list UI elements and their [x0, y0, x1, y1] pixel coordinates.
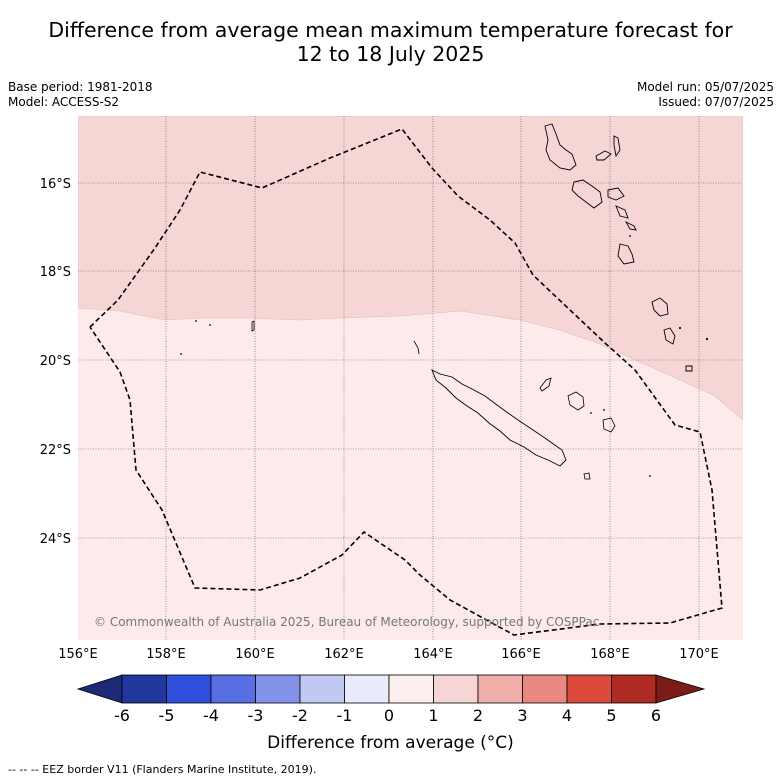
colorbar-bin [121, 674, 167, 704]
model-name: Model: ACCESS-S2 [8, 95, 120, 109]
colorbar-tick-labels: -6 -5 -4 -3 -2 -1 0 1 2 3 4 5 6 [114, 706, 661, 725]
lon-label-158e: 158°E [146, 647, 186, 662]
model-run: Model run: 05/07/2025 [636, 80, 774, 94]
colorbar-bin [388, 674, 434, 704]
vanuatu-islands [544, 123, 693, 372]
loyalty-island-ouvea [539, 377, 552, 392]
colorbar-bin [522, 674, 568, 704]
colorbar-tick-label: -2 [292, 706, 308, 725]
lon-label-164e: 164°E [413, 647, 453, 662]
colorbar-tick-label: -1 [337, 706, 353, 725]
lon-label-170e: 170°E [679, 647, 719, 662]
map-area: © Commonwealth of Australia 2025, Bureau… [78, 116, 743, 640]
colorbar-tick-label: 6 [651, 706, 661, 725]
colorbar-tick-label: 4 [562, 706, 572, 725]
lat-label-20s: 20°S [40, 354, 71, 369]
colorbar-title: Difference from average (°C) [267, 733, 514, 753]
title-line-1: Difference from average mean maximum tem… [48, 18, 733, 42]
colorbar-bin [433, 674, 479, 704]
title-line-2: 12 to 18 July 2025 [296, 42, 485, 66]
right-metadata: Model run: 05/07/2025 Issued: 07/07/2025 [637, 80, 774, 110]
lat-label-22s: 22°S [40, 443, 71, 458]
colorbar-tick-label: 1 [428, 706, 438, 725]
issued-date: Issued: 07/07/2025 [658, 95, 774, 109]
graticule [78, 116, 743, 640]
new-caledonia-island [431, 369, 567, 467]
colorbar [76, 674, 706, 704]
small-islets [180, 235, 709, 477]
colorbar-tick-label: -4 [203, 706, 219, 725]
latitude-labels: 16°S 18°S 20°S 22°S 24°S [40, 177, 71, 547]
anomaly-region-high [78, 116, 743, 421]
colorbar-bin [477, 674, 523, 704]
lon-label-168e: 168°E [590, 647, 630, 662]
map-title: Difference from average mean maximum tem… [0, 18, 781, 66]
colorbar-bin [566, 674, 612, 704]
longitude-labels: 156°E 158°E 160°E 162°E 164°E 166°E 168°… [58, 647, 719, 662]
colorbar-extend-high [655, 674, 706, 704]
colorbar-bin [166, 674, 212, 704]
colorbar-bin [611, 674, 657, 704]
left-metadata: Base period: 1981-2018 Model: ACCESS-S2 [8, 80, 153, 110]
loyalty-island-lifou [567, 391, 585, 411]
colorbar-bin [210, 674, 256, 704]
colorbar-tick-label: 5 [606, 706, 616, 725]
chesterfield-islands [251, 320, 255, 332]
loyalty-island-mare [602, 417, 616, 433]
colorbar-bin [344, 674, 390, 704]
lon-label-160e: 160°E [235, 647, 275, 662]
lon-label-156e: 156°E [58, 647, 98, 662]
copyright-notice: © Commonwealth of Australia 2025, Bureau… [94, 615, 599, 629]
lat-label-24s: 24°S [40, 532, 71, 547]
colorbar-bin [299, 674, 345, 704]
colorbar-tick-label: -3 [248, 706, 264, 725]
colorbar-tick-label: 2 [473, 706, 483, 725]
colorbar-tick-label: -5 [159, 706, 175, 725]
isle-of-pines [583, 472, 591, 480]
lon-label-162e: 162°E [324, 647, 364, 662]
lat-label-18s: 18°S [40, 265, 71, 280]
colorbar-extend-low [76, 674, 123, 704]
colorbar-tick-label: 3 [517, 706, 527, 725]
eez-border [89, 128, 723, 636]
belep-islands [413, 340, 420, 355]
base-period: Base period: 1981-2018 [8, 80, 153, 94]
colorbar-bin [255, 674, 301, 704]
colorbar-tick-label: 0 [384, 706, 394, 725]
lat-label-16s: 16°S [40, 177, 71, 192]
lon-label-166e: 166°E [501, 647, 541, 662]
eez-legend: -- -- -- EEZ border V11 (Flanders Marine… [8, 763, 317, 776]
colorbar-tick-label: -6 [114, 706, 130, 725]
